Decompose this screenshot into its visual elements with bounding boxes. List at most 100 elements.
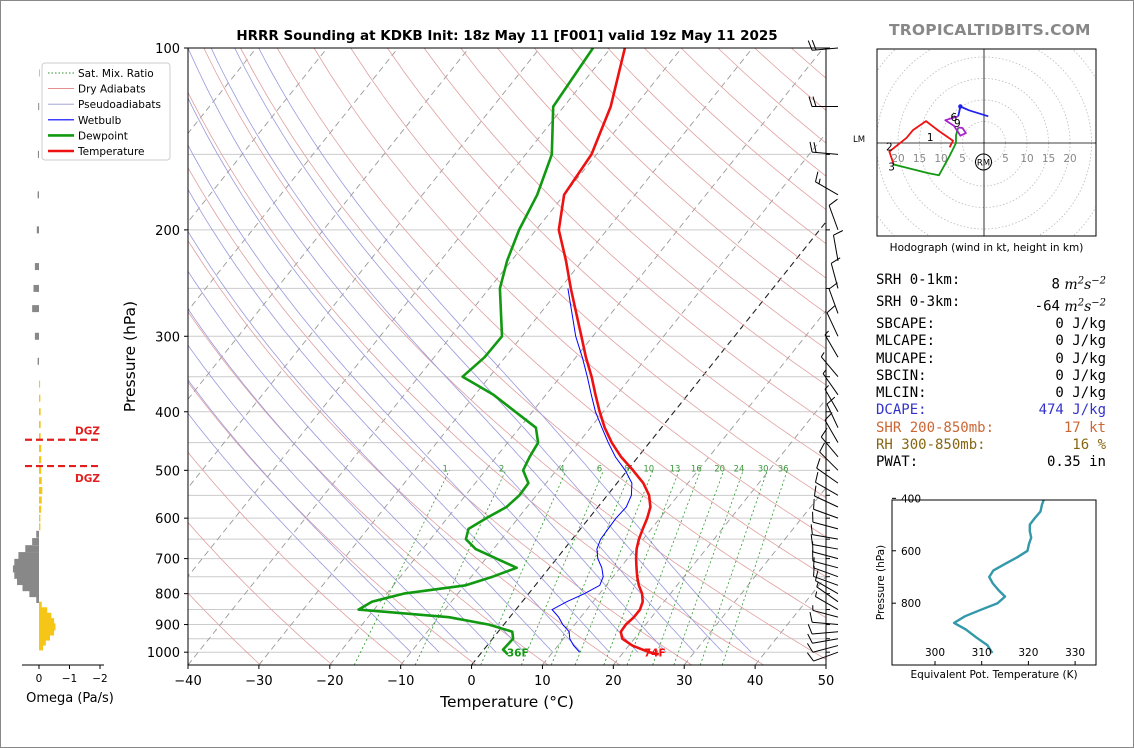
pseudoadiabat [234,48,724,653]
wind-barb-shaft [812,645,839,653]
stat-row: MLCAPE: 0 J/kg [876,333,1106,350]
wind-barb-shaft [812,151,839,155]
thetae-x-tick-label: 310 [972,647,992,659]
pseudoadiabat [188,344,468,653]
y-tick-label: 800 [155,588,180,603]
wind-barb [813,498,839,519]
wind-barb [814,570,839,595]
isotherm-line [542,309,826,665]
x-tick-label: −40 [174,674,201,689]
wind-barb-flag [809,611,813,623]
mixing-ratio-line [480,470,567,665]
stat-label: SBCAPE: [876,315,936,332]
stat-value: 17 kt [1063,419,1106,436]
wind-barb-shaft [819,451,839,471]
wind-barb [810,534,839,550]
wind-barb-flag [810,524,813,535]
wind-barb-half-flag [818,178,821,184]
dry-adiabat [497,48,826,350]
omega-bar [39,421,41,429]
mixing-ratio-line [550,470,632,665]
hodo-height-label: 9 [954,118,961,130]
wind-barb [806,643,839,653]
wind-barb [810,524,839,540]
thetae-y-tick-label: 400 [901,493,921,505]
wind-barb [826,305,839,337]
omega-bar [39,496,42,504]
stat-label: PWAT: [876,454,919,471]
mixing-ratio-label: 13 [670,465,681,475]
dry-adiabat [188,311,549,665]
wind-barb-shaft [815,481,839,496]
wind-barb [807,633,839,644]
legend: Sat. Mix. Ratio Dry Adiabats Pseudoadiabat… [41,62,171,161]
omega-bar [33,284,39,292]
pseudoadiabat [188,144,610,653]
wind-barb-shaft [832,235,839,261]
omega-bar [39,601,42,609]
mixing-ratio-label: 30 [758,465,769,475]
wind-barb-half-flag [814,591,818,597]
omega-bar [39,628,55,636]
omega-bar [39,380,41,388]
stat-row: SRH 0-1km: 8 m2s−2 [876,272,1106,294]
wind-barb [816,458,839,484]
wind-barb [809,611,839,626]
hodo-height-label: 2 [886,141,893,153]
wind-barb-flag [814,472,819,483]
thetae-x-tick-label: 300 [925,647,945,659]
wind-barb-flag [833,230,844,236]
mixing-ratio-label: 10 [643,465,654,475]
hodo-ring-label: 15 [913,153,926,165]
hodo-height-label: 3 [888,162,895,174]
stat-value: 0 J/kg [1055,350,1106,367]
wind-barb-shaft [815,596,839,610]
hodo-height-label: 1 [927,132,934,144]
wind-barb-shaft [822,373,839,396]
y-tick-label: 100 [155,42,180,57]
stat-label: RH 300-850mb: [876,436,986,453]
omega-bar [36,226,39,234]
thetae-x-axis-label: Equivalent Pot. Temperature (K) [910,669,1077,681]
wind-barb-flag [806,643,814,653]
mixing-ratio-line [574,470,654,665]
mixing-ratio-label: 8 [624,465,629,475]
wind-barb-shaft [826,403,839,428]
wind-barb-shaft [816,586,839,603]
wind-barb-shaft [814,495,839,508]
wind-barb [806,651,839,662]
dry-adiabat [387,48,826,460]
stat-row: PWAT: 0.35 in [876,454,1106,471]
dry-adiabat [276,48,826,578]
legend-label: Dewpoint [78,130,128,142]
mixing-ratio-line [673,470,744,665]
pseudoadiabat [188,97,639,653]
hodo-frame [876,48,1097,237]
omega-bar [39,456,42,464]
isotherm-line [188,48,541,489]
wind-barb [813,485,839,508]
hodo-caption: Hodograph (wind in kt, height in km) [890,242,1084,254]
wind-barb-flag [813,485,817,497]
stat-unit: m2s−2 [1059,275,1106,293]
wind-barb [813,557,839,578]
omega-bar [39,477,42,485]
wind-barb [832,230,844,261]
wind-barb-half-flag [824,330,829,336]
pseudoadiabat [188,188,582,653]
wind-barb-flag [819,442,826,453]
mixing-ratio-line [520,470,604,665]
omega-bar [39,607,48,615]
dry-adiabat [533,48,826,314]
stat-value: 16 % [1072,436,1106,453]
omega-bar [39,638,46,646]
storm-motion-label: RM [977,159,990,169]
stat-value: 0.35 in [1046,454,1106,471]
skewt-axes-frame [187,47,827,666]
wind-barb-flag [809,141,813,153]
wind-barb-flag [831,257,841,264]
hodo-trace [888,120,954,165]
surface-dewpoint-label: 36F [507,647,529,659]
wind-barb-flag [807,633,813,644]
x-tick-label: 0 [467,674,475,689]
